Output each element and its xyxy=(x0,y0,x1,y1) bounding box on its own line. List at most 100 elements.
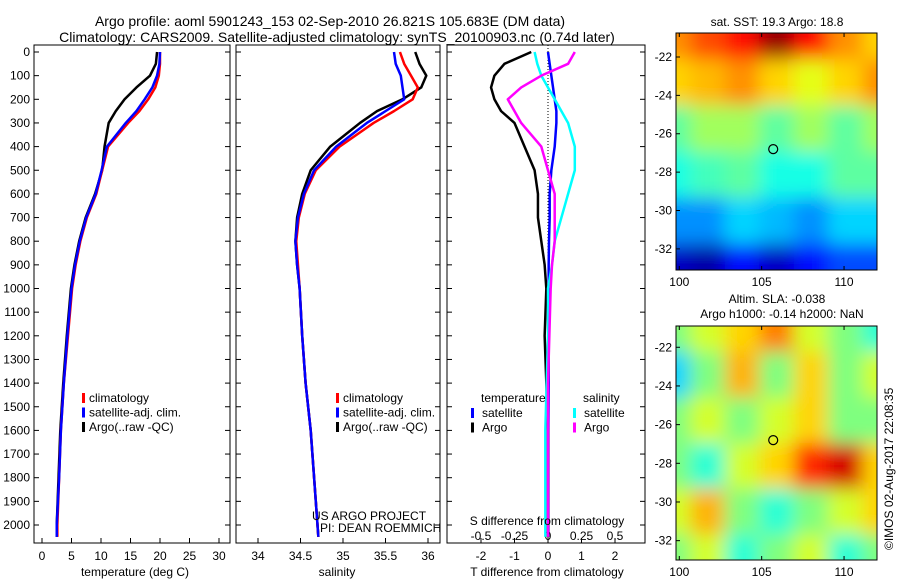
map-cell xyxy=(676,326,692,353)
s-diff-tick-label: -0.25 xyxy=(501,529,529,543)
map-cell xyxy=(690,151,726,199)
depth-tick-label: 900 xyxy=(10,258,30,272)
longitude-tick-label: 110 xyxy=(834,565,853,579)
map-cell xyxy=(793,197,830,245)
map-cell xyxy=(724,33,761,61)
s-diff-tick-label: 0.5 xyxy=(607,529,624,543)
map-cell xyxy=(724,105,761,153)
latitude-tick-label: -28 xyxy=(655,165,673,179)
map-cell xyxy=(759,105,795,153)
depth-tick-label: 1300 xyxy=(3,352,30,366)
diff-x2label: S difference from climatology xyxy=(470,514,625,528)
map-cell xyxy=(862,534,877,560)
map-cell xyxy=(676,488,692,536)
map-cell xyxy=(690,197,726,245)
depth-tick-label: 1800 xyxy=(3,471,30,485)
legend-swatch xyxy=(336,407,339,418)
map-cell xyxy=(793,326,830,353)
map-cell xyxy=(759,151,795,199)
latitude-tick-label: -22 xyxy=(655,340,673,354)
salinity-tick-label: 35 xyxy=(336,549,350,563)
temperature-tick-label: 30 xyxy=(212,549,226,563)
legend-label: satellite xyxy=(482,406,523,420)
legend-swatch xyxy=(471,408,474,418)
map-cell xyxy=(793,443,830,490)
longitude-tick-label: 105 xyxy=(752,275,772,289)
latitude-tick-label: -28 xyxy=(655,456,673,470)
longitude-tick-label: 100 xyxy=(669,275,689,289)
map-cell xyxy=(862,197,877,245)
temperature-tick-label: 15 xyxy=(124,549,138,563)
latitude-tick-label: -24 xyxy=(655,379,673,393)
legend-label: satellite xyxy=(584,406,625,420)
legend-swatch xyxy=(336,422,339,432)
t-diff-tick-label: 0 xyxy=(545,549,552,563)
legend-label: satellite-adj. clim. xyxy=(89,406,181,420)
map-cell xyxy=(724,243,761,270)
t-diff-tick-label: -2 xyxy=(476,549,487,563)
legend-label: Argo(..raw -QC) xyxy=(343,420,428,434)
map-cell xyxy=(724,534,761,560)
map-cell xyxy=(690,397,726,444)
legend-swatch xyxy=(82,407,85,418)
map-cell xyxy=(690,488,726,536)
legend-label: Argo xyxy=(482,421,508,435)
map-cell xyxy=(724,59,761,107)
legend-swatch xyxy=(471,422,474,433)
legend-label: climatology xyxy=(89,391,149,405)
depth-tick-label: 100 xyxy=(10,69,30,83)
map-cell xyxy=(828,443,864,490)
depth-tick-label: 2000 xyxy=(3,518,30,532)
temperature-tick-label: 0 xyxy=(39,549,46,563)
map-cell xyxy=(690,534,726,560)
map-cell xyxy=(724,351,761,399)
panel-frame-salinity xyxy=(235,44,441,544)
map-cell xyxy=(676,151,692,199)
map-cell xyxy=(862,59,877,107)
map-cell xyxy=(690,443,726,490)
temperature-tick-label: 5 xyxy=(68,549,75,563)
depth-tick-label: 1900 xyxy=(3,494,30,508)
map-cell xyxy=(759,351,795,399)
latitude-tick-label: -32 xyxy=(655,534,673,548)
map-cell xyxy=(724,197,761,245)
map-cell xyxy=(793,534,830,560)
diff-profile-0 xyxy=(546,51,558,537)
sla-map-subtitle: Argo h1000: -0.14 h2000: NaN xyxy=(700,307,863,321)
depth-tick-label: 1400 xyxy=(3,376,30,390)
map-cell xyxy=(690,351,726,399)
salinity-xlabel: salinity xyxy=(319,565,356,579)
map-cell xyxy=(862,33,877,61)
depth-tick-label: 600 xyxy=(10,187,30,201)
map-cell xyxy=(724,151,761,199)
legend-label: satellite-adj. clim. xyxy=(343,406,435,420)
legend-salinity-heading: salinity xyxy=(583,391,620,405)
s-diff-tick-label: 0.25 xyxy=(570,529,594,543)
title-line-2: Climatology: CARS2009. Satellite-adjuste… xyxy=(59,29,615,45)
depth-tick-label: 200 xyxy=(10,92,30,106)
title-line-1: Argo profile: aoml 5901243_153 02-Sep-20… xyxy=(95,13,565,29)
map-cell xyxy=(862,488,877,536)
longitude-tick-label: 100 xyxy=(669,565,689,579)
salinity-profile-2 xyxy=(294,51,428,537)
depth-tick-label: 0 xyxy=(23,45,30,59)
panel-frame-difference xyxy=(446,44,646,544)
map-cell xyxy=(676,443,692,490)
map-cell xyxy=(676,105,692,153)
diff-profile-1 xyxy=(489,50,550,537)
map-cell xyxy=(828,326,864,353)
map-cell xyxy=(793,59,830,107)
map-cell xyxy=(676,397,692,444)
map-cell xyxy=(690,105,726,153)
map-cell xyxy=(690,59,726,107)
map-cell xyxy=(828,197,864,245)
map-cell xyxy=(676,33,692,61)
map-cell xyxy=(676,351,692,399)
map-cell xyxy=(828,351,864,399)
latitude-tick-label: -26 xyxy=(655,418,673,432)
map-cell xyxy=(759,33,795,61)
map-cell xyxy=(828,243,864,270)
map-cell xyxy=(828,488,864,536)
map-cell xyxy=(676,243,692,270)
t-diff-tick-label: 2 xyxy=(612,549,619,563)
